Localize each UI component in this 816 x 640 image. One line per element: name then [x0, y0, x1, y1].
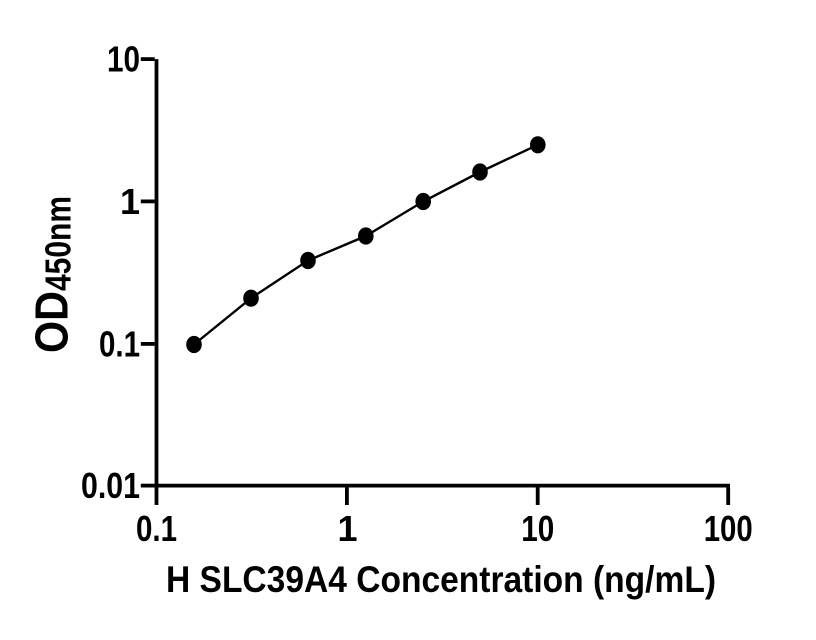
svg-text:450nm: 450nm	[38, 196, 79, 291]
svg-text:OD: OD	[26, 291, 78, 353]
svg-text:0.1: 0.1	[136, 508, 177, 549]
svg-text:100: 100	[704, 508, 753, 549]
svg-text:10: 10	[107, 39, 140, 80]
svg-text:10: 10	[521, 508, 554, 549]
svg-text:0.1: 0.1	[99, 323, 140, 364]
svg-text:H SLC39A4 Concentration (ng/mL: H SLC39A4 Concentration (ng/mL)	[166, 558, 716, 600]
svg-text:1: 1	[120, 181, 140, 222]
svg-text:0.01: 0.01	[81, 465, 140, 506]
svg-text:1: 1	[337, 508, 357, 549]
